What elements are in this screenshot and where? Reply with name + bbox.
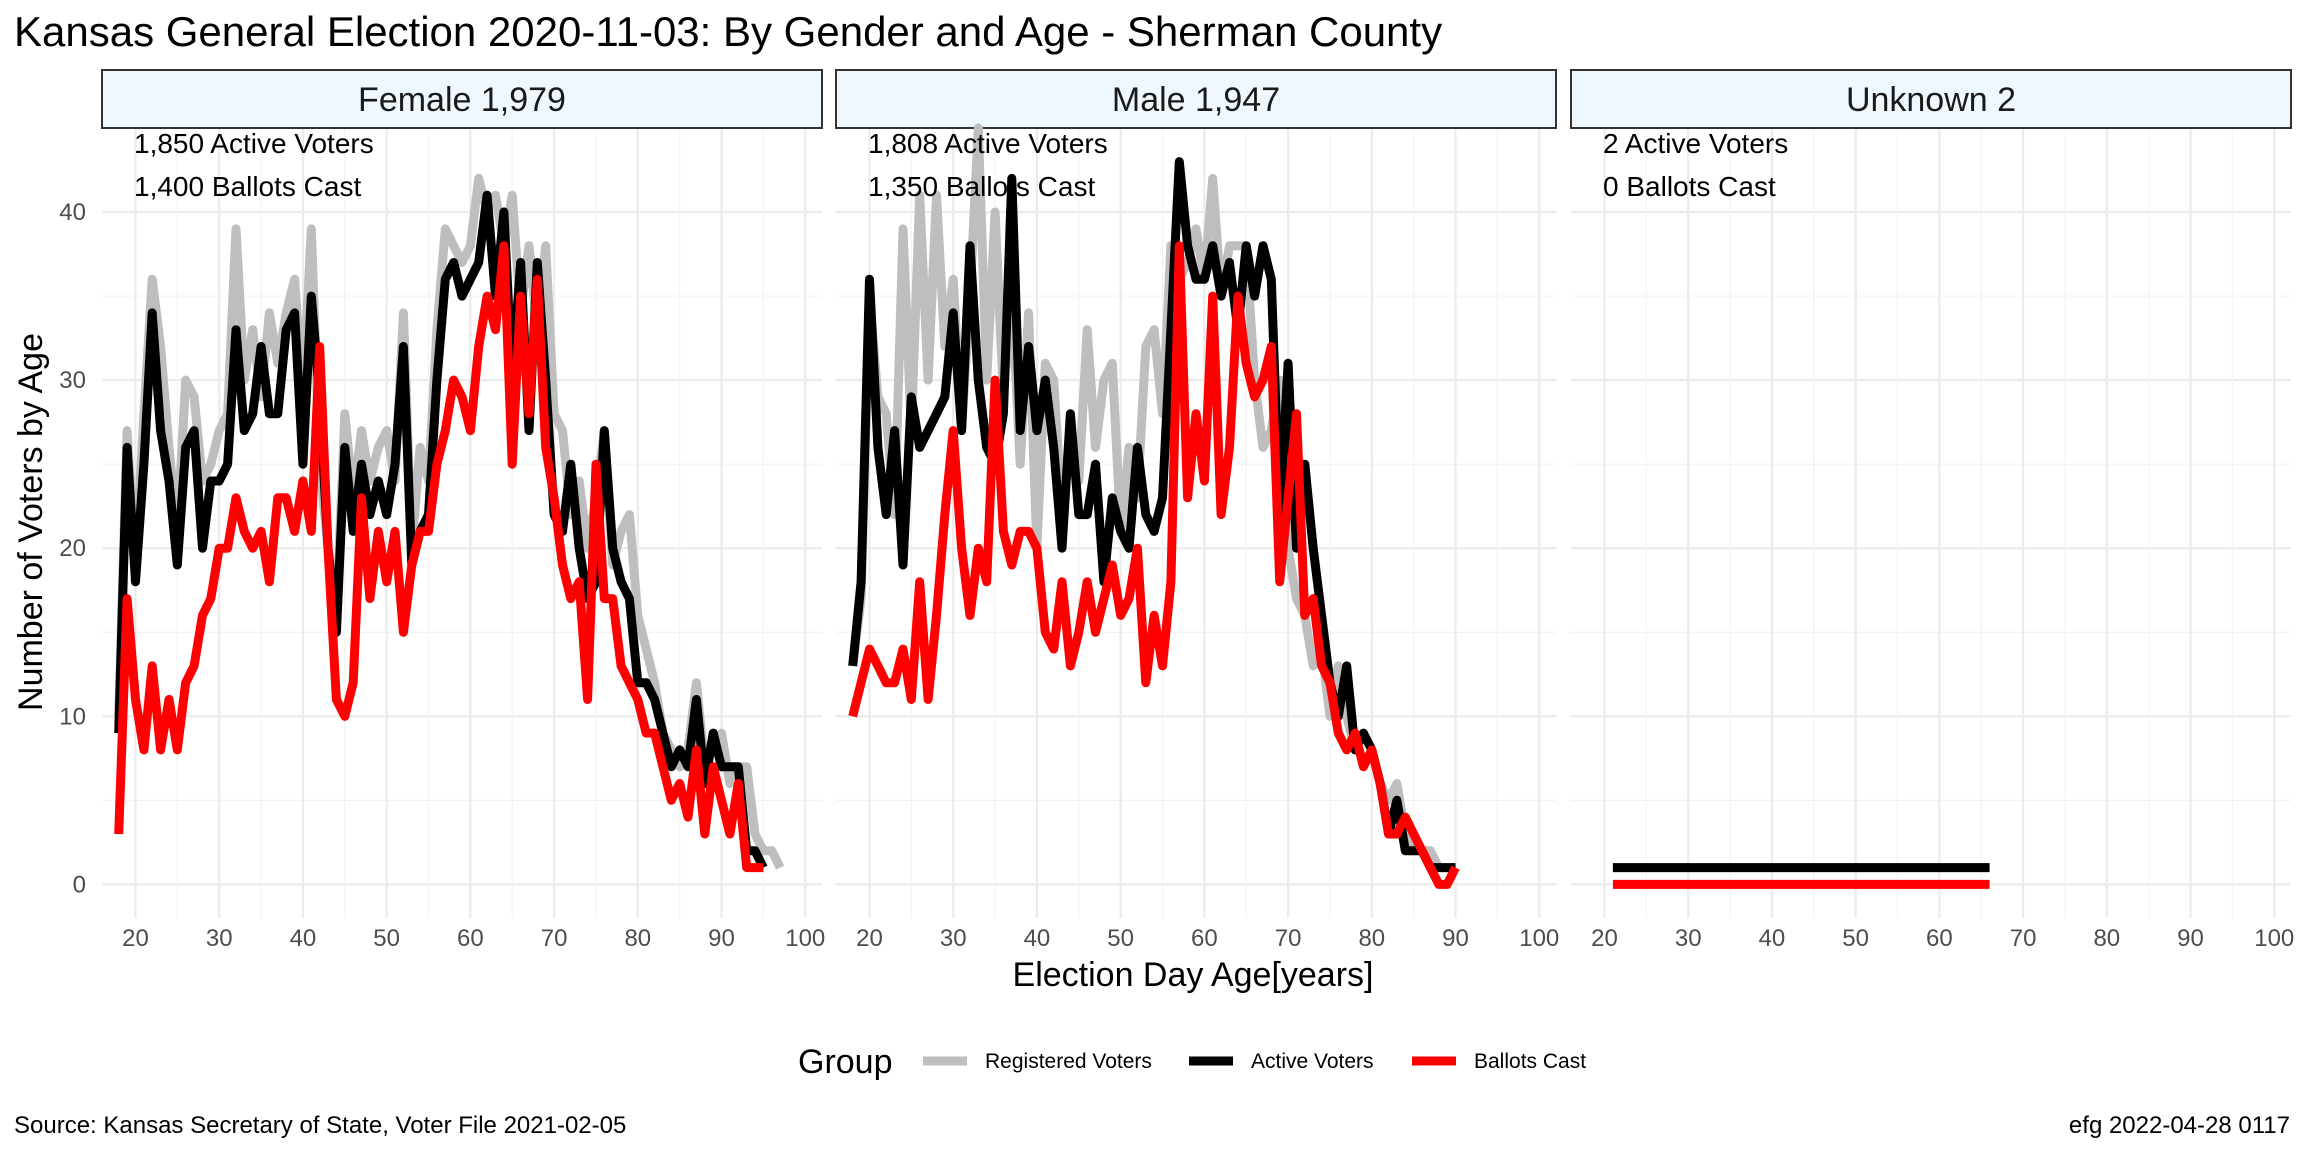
x-tick-label: 50 xyxy=(373,925,400,952)
facet-annotation: 0 Ballots Cast xyxy=(1603,171,1776,202)
y-tick-label: 0 xyxy=(73,871,86,898)
facet-strip-label: Unknown 2 xyxy=(1846,81,2016,119)
legend-label: Ballots Cast xyxy=(1474,1050,1586,1073)
series-line-ballots-cast xyxy=(848,241,1460,889)
y-tick-label: 20 xyxy=(59,535,86,562)
facet-strip xyxy=(1570,69,2292,129)
facet-panel-1: Female 1,979 1,850 Active Voters 1,400 Bal… xyxy=(101,69,825,952)
x-tick-label: 80 xyxy=(1358,925,1385,952)
y-axis: 0 10 20 30 40 xyxy=(59,199,86,898)
x-tick-label: 80 xyxy=(2093,925,2120,952)
caption-credit: efg 2022-04-28 0117 xyxy=(2069,1112,2290,1139)
y-tick-label: 40 xyxy=(59,199,86,226)
x-tick-label: 60 xyxy=(1926,925,1953,952)
x-tick-label: 70 xyxy=(541,925,568,952)
facet-panel-3: Unknown 2 2 Active Voters 0 Ballots Cast 20… xyxy=(1570,69,2294,952)
series-line-ballots-cast xyxy=(114,241,764,873)
x-tick-label: 40 xyxy=(290,925,317,952)
x-tick-label: 40 xyxy=(1759,925,1786,952)
x-tick-label: 70 xyxy=(2010,925,2037,952)
facet-strip xyxy=(835,69,1557,129)
x-axis-title: Election Day Age[years] xyxy=(1013,956,1374,994)
legend: Group Registered Voters Active Voters Ballo… xyxy=(798,1043,1586,1081)
x-tick-label: 30 xyxy=(940,925,967,952)
x-tick-label: 100 xyxy=(785,925,825,952)
x-tick-label: 60 xyxy=(457,925,484,952)
facet-strip-label: Male 1,947 xyxy=(1112,81,1280,119)
x-tick-label: 20 xyxy=(856,925,883,952)
facet-strip-label: Female 1,979 xyxy=(358,81,566,119)
x-tick-label: 90 xyxy=(1442,925,1469,952)
facet-panels: Female 1,979 1,850 Active Voters 1,400 Bal… xyxy=(101,69,2294,952)
x-tick-label: 90 xyxy=(2177,925,2204,952)
legend-label: Registered Voters xyxy=(985,1050,1152,1073)
caption-source: Source: Kansas Secretary of State, Voter… xyxy=(14,1112,626,1139)
facet-annotation: 1,808 Active Voters xyxy=(868,128,1108,159)
x-tick-label: 60 xyxy=(1191,925,1218,952)
x-tick-label: 50 xyxy=(1107,925,1134,952)
x-tick-label: 40 xyxy=(1024,925,1051,952)
x-tick-label: 100 xyxy=(2254,925,2294,952)
x-tick-label: 70 xyxy=(1275,925,1302,952)
facet-annotation: 2 Active Voters xyxy=(1603,128,1788,159)
facet-annotation: 1,350 Ballots Cast xyxy=(868,171,1095,202)
facet-strip xyxy=(101,69,823,129)
x-tick-label: 20 xyxy=(122,925,149,952)
y-tick-label: 30 xyxy=(59,367,86,394)
chart-title: Kansas General Election 2020-11-03: By G… xyxy=(14,8,1442,55)
x-tick-label: 20 xyxy=(1591,925,1618,952)
x-tick-label: 80 xyxy=(624,925,651,952)
y-tick-label: 10 xyxy=(59,703,86,730)
series-line-active-voters xyxy=(114,190,768,870)
facet-annotation: 1,400 Ballots Cast xyxy=(134,171,361,202)
facet-annotation: 1,850 Active Voters xyxy=(134,128,374,159)
x-tick-label: 100 xyxy=(1519,925,1559,952)
legend-title: Group xyxy=(798,1043,893,1081)
x-tick-label: 30 xyxy=(206,925,233,952)
legend-label: Active Voters xyxy=(1251,1050,1374,1073)
x-tick-label: 90 xyxy=(708,925,735,952)
x-tick-label: 30 xyxy=(1675,925,1702,952)
y-axis-title: Number of Voters by Age xyxy=(12,333,50,711)
x-tick-label: 50 xyxy=(1842,925,1869,952)
